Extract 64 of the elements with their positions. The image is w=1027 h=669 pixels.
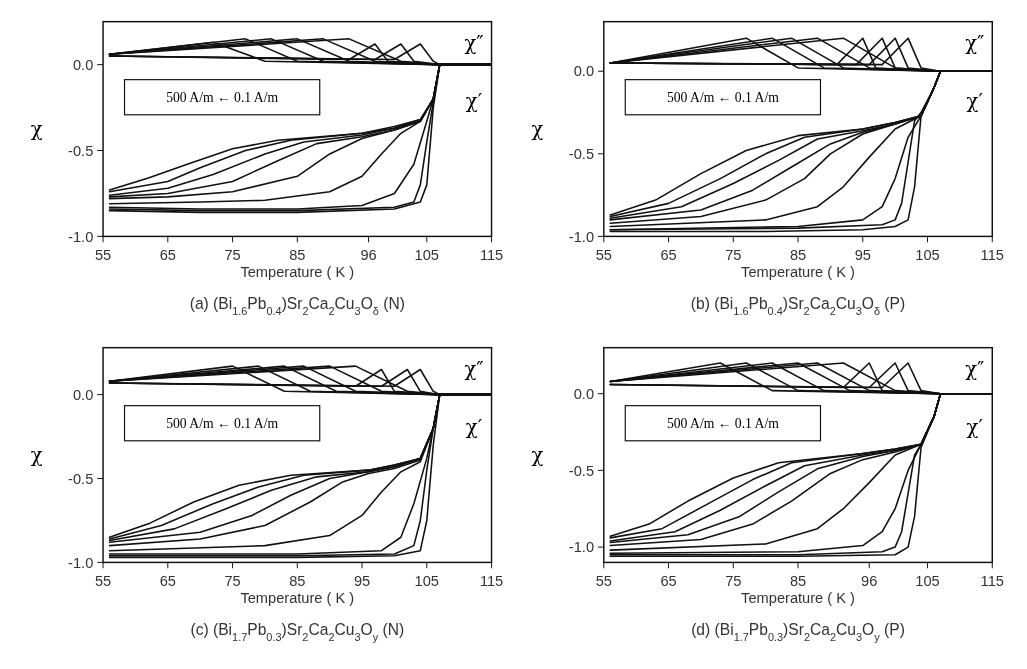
y-axis-title: χ [30, 117, 43, 141]
y-tick-label: 0.0 [573, 63, 595, 80]
y-tick-label: 0.0 [72, 56, 94, 73]
annotation: 500 A/m ← 0.1 A/m [666, 90, 780, 105]
y-tick-label: -0.5 [568, 462, 595, 479]
chart-title: (d) (Bi$_{1.7}$Pb$_{0.3}$)Sr$_{2}$Ca$_{2}$Cu$_{3}$O$_{y}$ (P) [691, 620, 905, 643]
x-tick-label: 75 [224, 572, 241, 589]
chart-title: (c) (Bi$_{1.7}$Pb$_{0.3}$)Sr$_{2}$Ca$_{2}$Cu$_{3}$O$_{y}$ (N) [190, 620, 405, 643]
x-tick-label: 65 [660, 246, 677, 263]
y-axis-title: χ [531, 443, 544, 467]
annotation: 500 A/m ← 0.1 A/m [666, 416, 780, 432]
y-tick-label: 0.0 [573, 385, 595, 402]
x-tick-label: 65 [159, 246, 176, 263]
x-tick-label: 55 [94, 246, 112, 263]
y-tick-label: -1.0 [68, 228, 94, 245]
x-tick-label: 96 [861, 572, 878, 589]
x-tick-label: 55 [94, 572, 112, 589]
chart-title: (a) (Bi$_{1.6}$Pb$_{0.4}$)Sr$_{2}$Ca$_{2}$Cu$_{3}$O$_{δ}$ (N) [189, 294, 405, 317]
annotation: χ″ [464, 357, 484, 381]
annotation: χ′ [465, 89, 483, 113]
x-tick-label: 115 [980, 246, 1004, 263]
x-tick-label: 85 [289, 246, 306, 263]
y-tick-label: -1.0 [68, 554, 94, 571]
x-tick-label: 105 [414, 572, 439, 589]
x-tick-label: 75 [725, 572, 742, 589]
x-tick-label: 85 [789, 572, 807, 589]
annotation: χ′ [966, 415, 983, 439]
x-tick-label: 85 [789, 246, 807, 263]
annotation: χ″ [965, 31, 985, 55]
x-tick-label: 115 [980, 572, 1004, 589]
y-axis-title: χ [531, 117, 544, 141]
y-tick-label: -0.5 [68, 470, 94, 487]
x-tick-label: 65 [159, 572, 176, 589]
x-tick-label: 75 [725, 246, 742, 263]
x-tick-label: 95 [854, 246, 871, 263]
x-tick-label: 55 [595, 572, 612, 589]
annotation: χ″ [965, 357, 985, 381]
chart-title: (b) (Bi$_{1.6}$Pb$_{0.4}$)Sr$_{2}$Ca$_{2}$Cu$_{3}$O$_{δ}$ (P) [690, 294, 906, 317]
x-tick-label: 115 [479, 246, 504, 263]
y-tick-label: -0.5 [568, 145, 595, 162]
annotation: χ″ [464, 31, 484, 55]
x-tick-label: 65 [660, 572, 677, 589]
x-tick-label: 105 [915, 246, 940, 263]
x-axis-title: Temperature ( K ) [741, 590, 855, 607]
y-axis-title: χ [30, 443, 43, 467]
annotation: 500 A/m ← 0.1 A/m [166, 416, 279, 432]
x-tick-label: 105 [414, 246, 439, 263]
y-tick-label: -1.0 [568, 228, 595, 245]
y-tick-label: -1.0 [568, 539, 595, 556]
x-tick-label: 115 [479, 572, 504, 589]
y-tick-label: -0.5 [68, 142, 94, 159]
x-tick-label: 55 [595, 246, 612, 263]
x-axis-title: Temperature ( K ) [741, 264, 855, 281]
annotation: χ′ [465, 415, 483, 439]
annotation: χ′ [966, 89, 983, 113]
annotation: 500 A/m ← 0.1 A/m [166, 90, 279, 105]
x-tick-label: 96 [360, 246, 377, 263]
x-axis-title: Temperature ( K ) [240, 264, 355, 281]
x-tick-label: 85 [289, 572, 306, 589]
x-axis-title: Temperature ( K ) [240, 590, 355, 607]
y-tick-label: 0.0 [72, 386, 94, 403]
x-tick-label: 95 [353, 572, 371, 589]
x-tick-label: 105 [915, 572, 940, 589]
x-tick-label: 75 [224, 246, 241, 263]
